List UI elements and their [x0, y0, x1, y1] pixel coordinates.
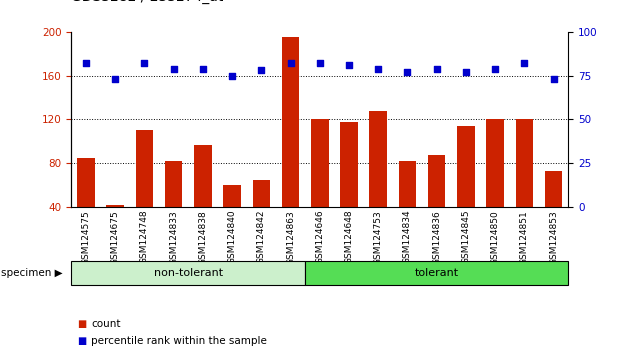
Point [140, 61, 150, 66]
Bar [165, 161, 183, 251]
Bar [545, 171, 563, 251]
Text: percentile rank within the sample: percentile rank within the sample [91, 336, 267, 346]
Point [490, 66, 500, 72]
Point [519, 61, 529, 66]
Point [548, 76, 558, 82]
Point [256, 68, 266, 73]
Point [111, 76, 120, 82]
Point [402, 69, 412, 75]
Point [286, 61, 296, 66]
Point [81, 61, 91, 66]
Bar [399, 161, 416, 251]
Text: GDS3282 / 233274_at: GDS3282 / 233274_at [71, 0, 224, 4]
Text: non-tolerant: non-tolerant [154, 268, 223, 278]
Point [315, 61, 325, 66]
Bar [253, 180, 270, 251]
Bar [515, 120, 533, 251]
Bar [311, 120, 329, 251]
Bar [457, 126, 474, 251]
Text: specimen ▶: specimen ▶ [1, 268, 63, 278]
Point [432, 66, 442, 72]
Point [227, 73, 237, 79]
Point [461, 69, 471, 75]
Bar [106, 205, 124, 251]
Text: count: count [91, 319, 121, 329]
Bar [224, 185, 241, 251]
Point [169, 66, 179, 72]
Bar [369, 111, 387, 251]
Point [373, 66, 383, 72]
Bar [136, 130, 153, 251]
Text: ■: ■ [78, 336, 87, 346]
Bar [340, 122, 358, 251]
Bar [194, 145, 212, 251]
Bar [77, 158, 95, 251]
Text: tolerant: tolerant [415, 268, 459, 278]
Text: ■: ■ [78, 319, 87, 329]
Bar [486, 120, 504, 251]
Point [344, 62, 354, 68]
Bar [428, 154, 445, 251]
Bar [282, 37, 299, 251]
Point [198, 66, 208, 72]
